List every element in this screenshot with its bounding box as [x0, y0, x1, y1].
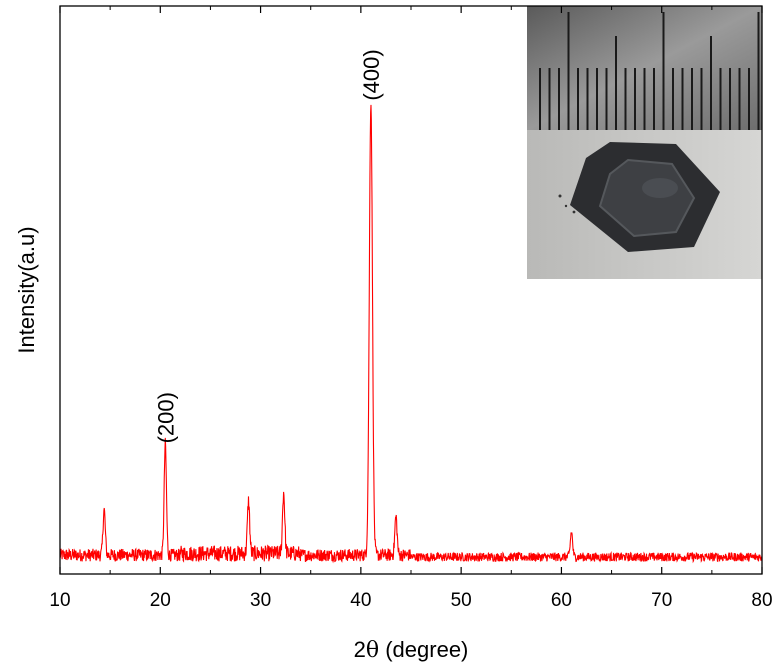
peak-annotations: (200) (400) — [153, 49, 384, 443]
series-line-0 — [60, 104, 762, 564]
diffraction-pattern — [60, 104, 762, 564]
x-tick-label-20: 20 — [150, 590, 171, 611]
y-axis-label: Intensity(a.u) — [14, 226, 39, 353]
x-tick-label-40: 40 — [350, 590, 371, 611]
x-tick-label-60: 60 — [551, 590, 572, 611]
x-tick-label-70: 70 — [651, 590, 672, 611]
peak-label-0: (200) — [153, 392, 178, 443]
theta-symbol: θ — [366, 638, 379, 663]
x-axis-label: 2θ (degree) — [354, 637, 469, 663]
x-tick-label-50: 50 — [451, 590, 472, 611]
ruler-ticks — [539, 12, 760, 130]
sample-photo-inset — [527, 6, 762, 279]
sample-crystal-inner — [598, 158, 696, 238]
x-axis-ticks — [59, 6, 763, 574]
x-axis-label-prefix: 2 — [354, 637, 366, 662]
x-tick-label-30: 30 — [250, 590, 271, 611]
sample-crystal-highlight — [642, 178, 678, 198]
x-tick-label-10: 10 — [49, 590, 70, 611]
x-tick-label-80: 80 — [751, 590, 772, 611]
x-axis-tick-labels: 10 20 30 40 50 60 70 80 — [49, 590, 772, 611]
peak-label-1: (400) — [359, 49, 384, 100]
x-axis-label-suffix: (degree) — [379, 637, 468, 662]
